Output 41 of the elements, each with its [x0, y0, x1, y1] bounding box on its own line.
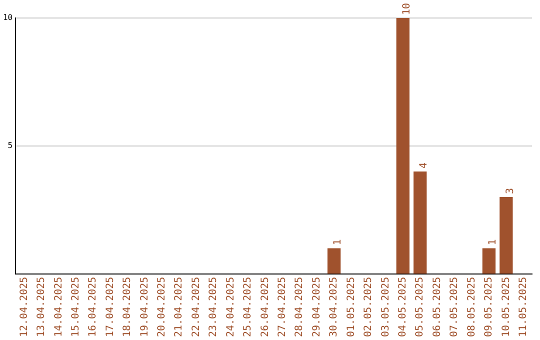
x-tick-label: 12.04.2025 [18, 276, 30, 338]
x-tick-label: 27.04.2025 [277, 276, 288, 338]
x-tick-label: 20.04.2025 [156, 276, 168, 338]
x-tick-label: 06.05.2025 [432, 276, 443, 338]
bar [482, 248, 496, 274]
x-tick-label: 07.05.2025 [449, 276, 460, 338]
x-tick-label: 15.04.2025 [70, 276, 82, 338]
bar [414, 171, 427, 274]
x-tick-label: 21.04.2025 [174, 276, 185, 338]
x-tick-label: 28.04.2025 [294, 276, 306, 338]
x-tick-label: 16.04.2025 [88, 276, 99, 338]
x-tick-label: 29.04.2025 [311, 276, 322, 338]
x-tick-label: 03.05.2025 [380, 276, 392, 338]
x-tick-label: 02.05.2025 [363, 276, 374, 338]
bar [327, 248, 341, 274]
bar [396, 18, 410, 274]
x-tick-label: 04.05.2025 [398, 276, 408, 338]
y-tick-label: 5 [8, 140, 13, 150]
x-tick-label: 17.04.2025 [104, 276, 116, 338]
x-tick-label: 08.05.2025 [466, 276, 478, 338]
x-tick-label: 13.04.2025 [36, 276, 48, 338]
x-tick-label: 05.05.2025 [414, 276, 426, 338]
x-tick-label: 11.05.2025 [518, 276, 529, 338]
data-label: 1 [488, 239, 499, 246]
data-label: 3 [504, 188, 516, 194]
x-tick-label: 30.04.2025 [328, 276, 340, 338]
x-tick-label: 01.05.2025 [346, 276, 357, 338]
x-tick-label: 18.04.2025 [122, 276, 134, 338]
x-tick-label: 24.04.2025 [225, 276, 236, 338]
x-tick-label: 10.05.2025 [500, 276, 512, 338]
x-tick-label: 22.04.2025 [190, 276, 202, 338]
data-label: 4 [418, 162, 430, 168]
x-tick-label: 19.04.2025 [139, 276, 150, 338]
data-label: 10 [402, 2, 412, 15]
x-tick-label: 23.04.2025 [208, 276, 220, 338]
x-tick-label: 14.04.2025 [53, 276, 64, 338]
x-tick-label: 09.05.2025 [484, 276, 495, 338]
x-tick-label: 25.04.2025 [242, 276, 254, 338]
x-tick-label: 26.04.2025 [260, 276, 271, 338]
bar [500, 197, 513, 274]
data-label: 1 [332, 239, 344, 246]
